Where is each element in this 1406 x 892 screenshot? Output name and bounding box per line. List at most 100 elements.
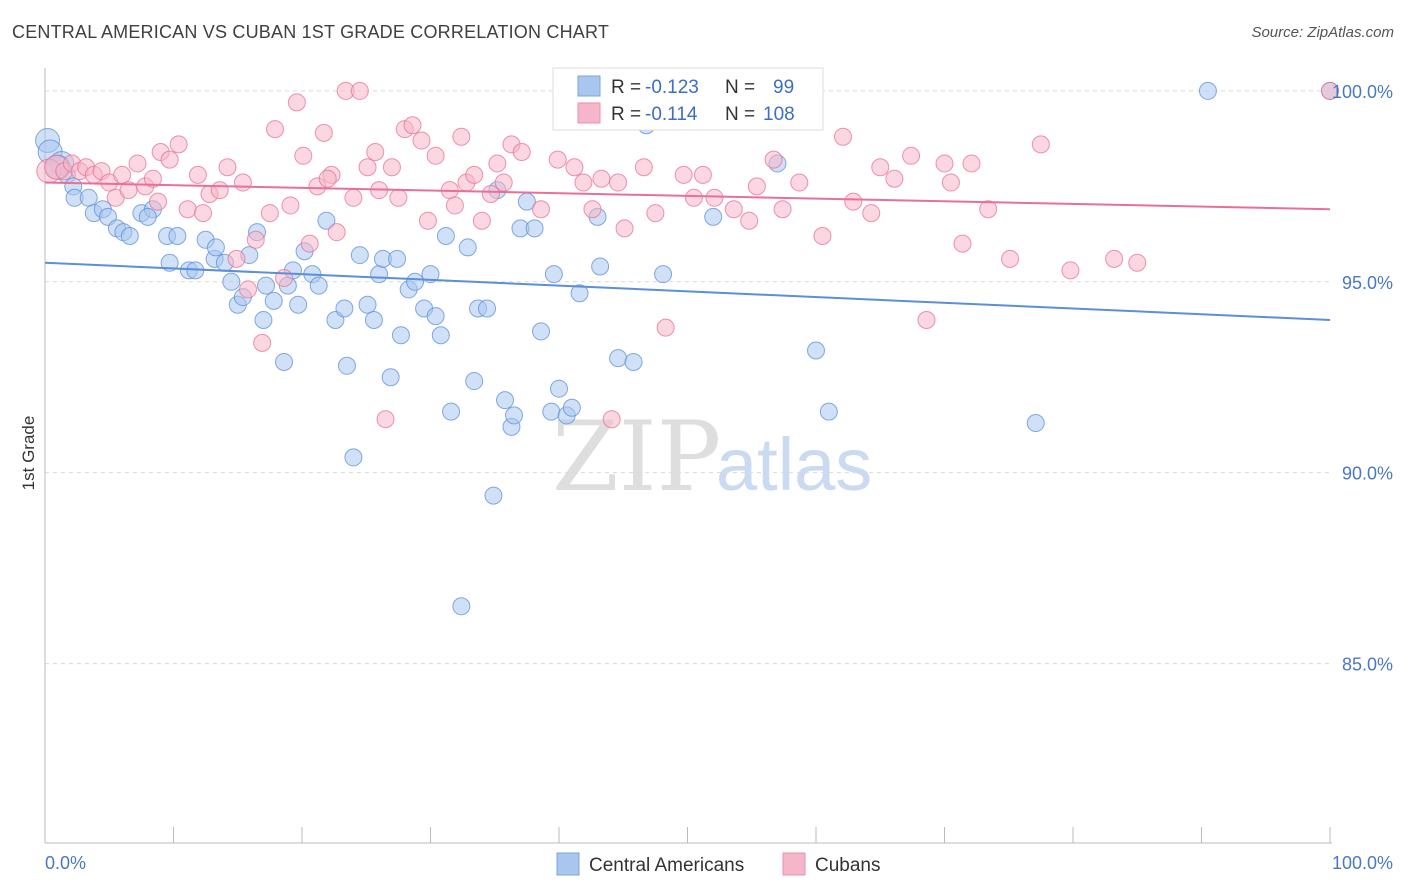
data-point [484,486,503,505]
stats-legend: R = -0.123 N = 99 R = -0.114 N = 108 [552,67,824,131]
data-point [592,169,611,188]
data-point [257,276,276,295]
data-point [160,253,179,272]
data-point [253,333,272,352]
data-point [548,150,567,169]
data-point [862,204,881,223]
data-point [442,402,461,421]
data-point [120,226,139,245]
data-point [773,200,792,219]
data-point [426,307,445,326]
data-point [335,299,354,318]
data-point [138,207,157,226]
legend-r-label: R = [611,77,641,98]
data-point [570,284,589,303]
data-point [149,192,168,211]
data-point [344,188,363,207]
data-point [609,349,628,368]
data-point [917,310,936,329]
x-tick-label: 100.0% [1332,853,1393,873]
data-point [1321,81,1339,100]
data-point [615,219,634,238]
data-point [412,131,431,150]
legend-r-value: -0.123 [645,77,699,98]
data-point [366,142,385,161]
data-point [885,169,904,188]
data-point [289,295,308,314]
data-point [337,356,356,375]
legend-label-central-americans: Central Americans [589,855,744,876]
data-point [275,268,294,287]
data-point [431,326,450,345]
data-point [472,211,491,230]
data-point [478,299,497,318]
data-point [206,238,225,257]
source-label: Source: ZipAtlas.com [1251,24,1394,41]
data-point [844,192,863,211]
data-point [327,223,346,242]
data-point [704,207,723,226]
legend-n-label: N = [725,104,755,125]
data-point [260,204,279,223]
data-point [391,326,410,345]
data-point [227,249,246,268]
data-point [602,410,621,429]
data-point [458,238,477,257]
data-point [281,196,300,215]
data-point [376,410,395,429]
data-point [160,150,179,169]
data-point [532,200,551,219]
data-point [403,116,422,135]
legend-n-value: 99 [773,77,794,98]
data-point [445,196,464,215]
data-point [1105,249,1124,268]
data-point [143,169,162,188]
legend-n-value: 108 [763,104,795,125]
data-point [583,200,602,219]
data-point [819,402,838,421]
y-tick-label: 90.0% [1342,464,1393,484]
y-tick-label: 95.0% [1342,273,1393,293]
data-point [381,368,400,387]
trend-line [44,261,1331,321]
data-point [646,204,665,223]
data-point [1001,249,1020,268]
data-point [350,246,369,265]
data-point [452,597,471,616]
data-point [222,272,241,291]
legend-r-value: -0.114 [645,104,698,125]
y-axis-title: 1st Grade [19,416,38,491]
data-point [246,230,265,249]
data-point [188,165,207,184]
data-point [169,135,188,154]
data-point [287,93,306,112]
data-point [747,177,766,196]
data-point [113,165,132,184]
data-point [813,226,832,245]
data-point [418,211,437,230]
legend-label-cubans: Cubans [815,855,881,876]
data-point [309,276,328,295]
data-point [79,188,98,207]
data-point [488,154,507,173]
data-point [654,265,673,284]
data-point [481,184,500,203]
data-point [505,406,524,425]
data-point [591,257,610,276]
data-point [239,280,258,299]
data-point [902,146,921,165]
data-point [452,127,471,146]
data-point [254,310,273,329]
data-point [465,372,484,391]
data-point [525,219,544,238]
data-point [634,158,653,177]
data-point [294,146,313,165]
data-point [275,352,294,371]
data-point [218,158,237,177]
legend-swatch-cubans [782,852,806,876]
data-point [465,165,484,184]
data-point [350,81,369,100]
data-point [565,158,584,177]
data-point [705,188,724,207]
